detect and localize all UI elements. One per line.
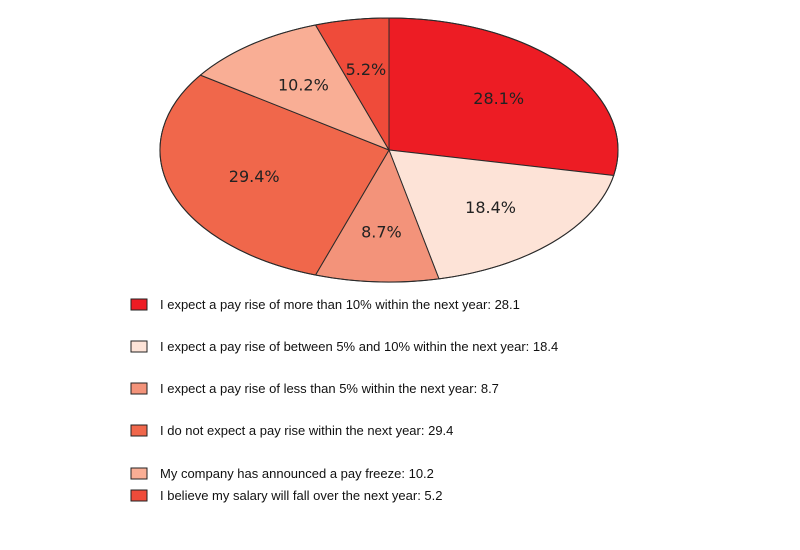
legend-swatch-3 bbox=[130, 382, 148, 395]
pie-data-label-4: 29.4% bbox=[229, 167, 280, 186]
legend-entry-1: I expect a pay rise of more than 10% wit… bbox=[160, 297, 520, 312]
pie-data-label-5: 10.2% bbox=[278, 76, 329, 95]
legend-entry-3: I expect a pay rise of less than 5% with… bbox=[160, 381, 499, 396]
pie-slices bbox=[159, 17, 619, 283]
legend-swatch-4 bbox=[130, 424, 148, 437]
pie-data-label-2: 18.4% bbox=[465, 198, 516, 217]
legend-swatch-2 bbox=[130, 340, 148, 353]
legend-swatch-6 bbox=[130, 489, 148, 502]
legend-entry-4: I do not expect a pay rise within the ne… bbox=[160, 423, 453, 438]
legend-entry-6: I believe my salary will fall over the n… bbox=[160, 488, 443, 503]
legend-entry-2: I expect a pay rise of between 5% and 10… bbox=[160, 339, 558, 354]
legend-entry-5: My company has announced a pay freeze: 1… bbox=[160, 466, 434, 481]
legend-swatch-5 bbox=[130, 467, 148, 480]
pie-data-labels: 28.1% 18.4% 8.7% 29.4% 10.2% 5.2% bbox=[229, 60, 524, 242]
pie-outline bbox=[159, 17, 619, 283]
legend-swatch-1 bbox=[130, 298, 148, 311]
pie-data-label-1: 28.1% bbox=[473, 89, 524, 108]
legend: I expect a pay rise of more than 10% wit… bbox=[130, 297, 558, 503]
pie-data-label-6: 5.2% bbox=[346, 60, 387, 79]
pie-data-label-3: 8.7% bbox=[361, 223, 402, 242]
